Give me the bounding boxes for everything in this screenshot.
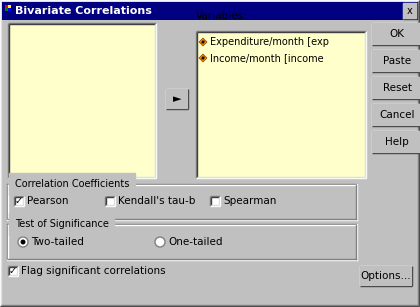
Text: Flag significant correlations: Flag significant correlations [21, 266, 165, 276]
Bar [14, 196, 24, 206]
Text: Paste: Paste [383, 56, 411, 66]
Bar [8, 5, 11, 8]
Bar [372, 23, 420, 45]
Text: #: # [201, 40, 205, 45]
Bar [105, 196, 115, 206]
Bar [372, 104, 420, 126]
Text: OK: OK [389, 29, 404, 39]
Bar [8, 8, 11, 11]
Text: ✓: ✓ [15, 196, 23, 206]
Circle shape [155, 237, 165, 247]
Text: Kendall's tau-b: Kendall's tau-b [118, 196, 195, 206]
Text: Cancel: Cancel [379, 110, 415, 120]
Text: Options...: Options... [361, 271, 411, 281]
Text: Test of Significance: Test of Significance [15, 219, 109, 229]
Bar [360, 266, 412, 286]
Bar [210, 196, 220, 206]
Bar [2, 2, 418, 20]
Text: Reset: Reset [383, 83, 412, 93]
Text: Help: Help [385, 137, 409, 147]
Text: Correlation Coefficients: Correlation Coefficients [15, 179, 129, 189]
Bar [372, 50, 420, 72]
Polygon shape [199, 38, 207, 46]
Bar [372, 77, 420, 99]
Circle shape [21, 239, 26, 244]
Text: ✓: ✓ [9, 266, 17, 276]
Polygon shape [199, 54, 207, 62]
Text: Spearman: Spearman [223, 196, 276, 206]
Text: Income/month [income: Income/month [income [210, 53, 324, 63]
Bar [8, 185, 356, 219]
Text: Two-tailed: Two-tailed [31, 237, 84, 247]
Bar [5, 8, 8, 11]
Text: One-tailed: One-tailed [168, 237, 223, 247]
Text: ►: ► [173, 94, 181, 104]
Circle shape [18, 237, 28, 247]
Bar [403, 3, 417, 19]
Bar [5, 5, 8, 8]
Text: Expenditure/month [exp: Expenditure/month [exp [210, 37, 329, 47]
Bar [372, 131, 420, 153]
Text: x: x [407, 6, 413, 16]
Text: Variables:: Variables: [196, 11, 248, 21]
Bar [196, 31, 366, 178]
Bar [8, 266, 18, 276]
Text: Bivariate Correlations: Bivariate Correlations [15, 6, 152, 16]
Text: Pearson: Pearson [27, 196, 68, 206]
Bar [166, 89, 188, 109]
Text: #: # [201, 56, 205, 60]
Bar [8, 225, 356, 259]
Bar [8, 23, 156, 178]
